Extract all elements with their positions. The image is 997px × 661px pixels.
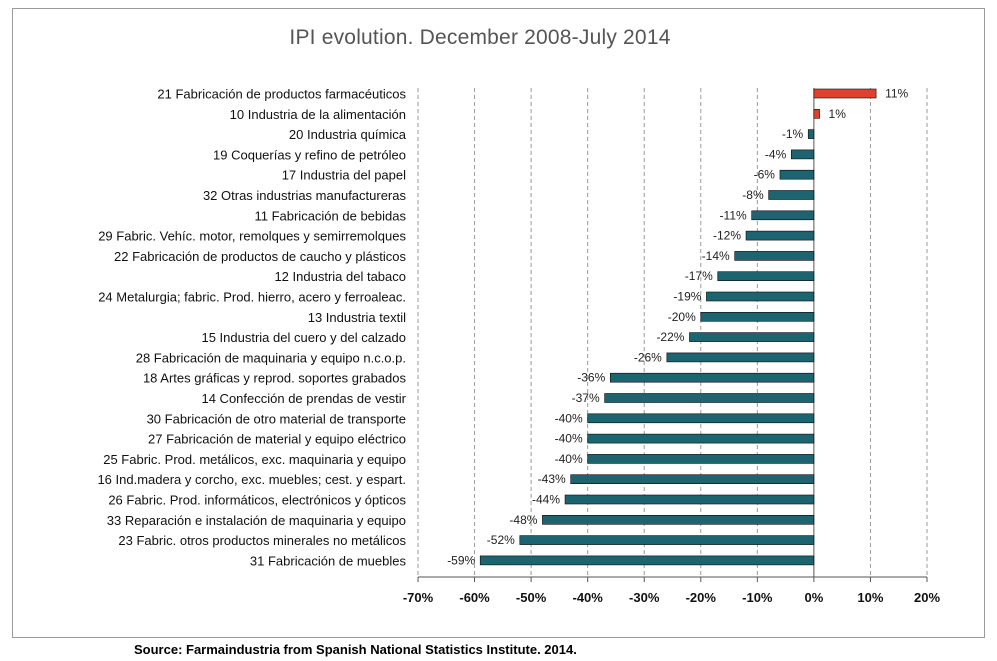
category-label: 17 Industria del papel — [282, 168, 406, 183]
value-label: -19% — [673, 290, 701, 304]
category-label: 16 Ind.madera y corcho, exc. muebles; ce… — [97, 472, 406, 487]
value-label: -8% — [742, 188, 764, 202]
value-label: -12% — [713, 229, 741, 243]
bar — [570, 474, 815, 485]
category-label: 14 Confección de prendas de vestir — [201, 391, 406, 406]
bar — [706, 291, 815, 302]
bar — [564, 494, 815, 505]
value-label: -14% — [702, 249, 730, 263]
value-label: -17% — [685, 269, 713, 283]
category-label: 25 Fabric. Prod. metálicos, exc. maquina… — [103, 452, 406, 467]
category-label: 23 Fabric. otros productos minerales no … — [118, 533, 406, 548]
bar — [751, 210, 815, 221]
category-label: 19 Coquerías y refino de petróleo — [213, 147, 406, 162]
value-label: 11% — [885, 87, 908, 101]
category-label: 29 Fabric. Vehíc. motor, remolques y sem… — [98, 229, 406, 244]
bar — [604, 393, 815, 403]
category-label: 13 Industria textil — [308, 310, 406, 325]
category-label: 18 Artes gráficas y reprod. soportes gra… — [143, 371, 407, 386]
category-label: 12 Industria del tabaco — [274, 269, 406, 284]
bar — [779, 169, 815, 180]
value-label: -40% — [555, 452, 583, 466]
value-label: -48% — [509, 513, 537, 527]
x-tick-label: -50% — [516, 590, 547, 605]
bar — [666, 352, 815, 363]
bar — [745, 230, 815, 241]
bar — [542, 514, 815, 525]
bar — [768, 190, 815, 200]
x-tick-label: 20% — [914, 590, 940, 605]
value-label: -26% — [634, 350, 662, 364]
category-label: 31 Fabricación de muebles — [250, 553, 407, 568]
value-label: -6% — [754, 168, 776, 182]
bar — [587, 433, 815, 444]
source-note: Source: Farmaindustria from Spanish Nati… — [134, 642, 577, 657]
category-label: 22 Fabricación de productos de caucho y … — [114, 249, 406, 264]
bar — [609, 372, 815, 383]
value-label: -36% — [577, 371, 605, 385]
bar — [813, 88, 877, 99]
category-label: 32 Otras industrias manufactureras — [203, 188, 407, 203]
category-label: 24 Metalurgia; fabric. Prod. hierro, ace… — [98, 290, 406, 305]
bar — [587, 454, 815, 464]
value-label: -43% — [538, 472, 566, 486]
bar — [807, 129, 815, 139]
value-label: 1% — [829, 107, 847, 121]
value-label: -40% — [555, 411, 583, 425]
bar — [479, 555, 815, 566]
value-label: -1% — [782, 127, 804, 141]
value-label: -4% — [765, 147, 787, 161]
chart-title: IPI evolution. December 2008-July 2014 — [289, 26, 671, 49]
value-label: -59% — [447, 553, 475, 567]
category-label: 10 Industria de la alimentación — [230, 107, 406, 122]
category-label: 11 Fabricación de bebidas — [254, 208, 406, 223]
bar — [717, 271, 815, 282]
x-tick-label: -70% — [403, 590, 434, 605]
bar — [700, 311, 815, 322]
x-tick-label: 10% — [857, 590, 883, 605]
category-label: 33 Reparación e instalación de maquinari… — [107, 513, 406, 528]
category-label: 20 Industria química — [289, 127, 407, 142]
category-label: 26 Fabric. Prod. informáticos, electróni… — [108, 493, 406, 508]
category-label: 27 Fabricación de material y equipo eléc… — [148, 432, 406, 447]
value-label: -22% — [656, 330, 684, 344]
bar — [790, 149, 815, 160]
value-label: -11% — [720, 208, 747, 222]
value-label: -20% — [668, 310, 696, 324]
value-label: -44% — [532, 493, 560, 507]
bar — [587, 413, 815, 424]
value-label: -37% — [572, 391, 600, 405]
chart-frame — [12, 8, 985, 638]
bar — [813, 109, 820, 119]
x-tick-label: -40% — [572, 590, 603, 605]
category-label: 28 Fabricación de maquinaria y equipo n.… — [136, 350, 406, 365]
value-label: -40% — [555, 432, 583, 446]
x-tick-label: -10% — [742, 590, 773, 605]
x-tick-label: -20% — [686, 590, 717, 605]
bar — [519, 535, 815, 545]
bar — [734, 251, 815, 261]
value-label: -52% — [487, 533, 515, 547]
category-label: 21 Fabricación de productos farmacéutico… — [157, 87, 406, 102]
x-tick-label: 0% — [804, 590, 823, 605]
x-tick-label: -30% — [629, 590, 660, 605]
category-label: 30 Fabricación de otro material de trans… — [147, 411, 406, 426]
x-tick-label: -60% — [459, 590, 490, 605]
category-label: 15 Industria del cuero y del calzado — [201, 330, 406, 345]
bar — [689, 332, 815, 342]
